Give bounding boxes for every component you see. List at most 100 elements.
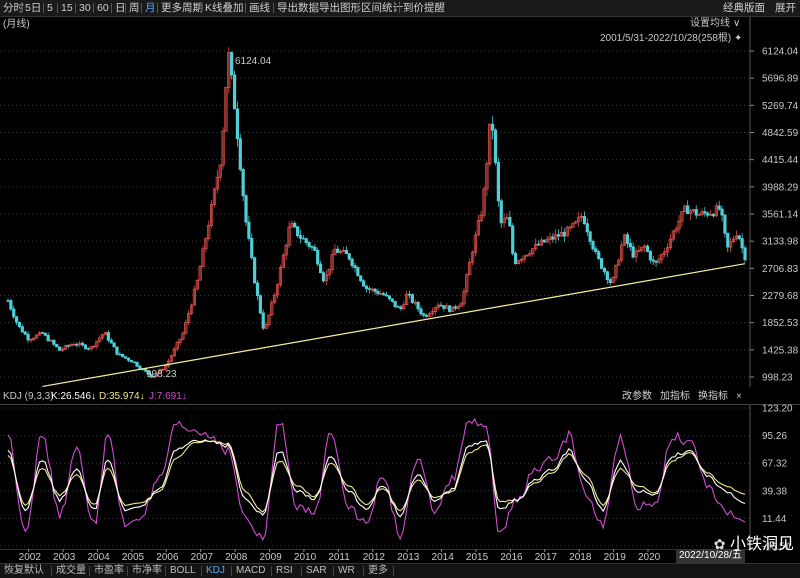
candlestick-chart[interactable]: 6124.04 5696.89 5269.74 4842.59 4415.44 3988.… bbox=[0, 17, 800, 387]
candle-body bbox=[146, 370, 151, 375]
candle-body bbox=[568, 226, 572, 229]
candle-body bbox=[132, 361, 136, 364]
kdj-d-value: D:35.974↓ bbox=[99, 391, 145, 402]
candle-body bbox=[585, 223, 589, 233]
candle-body bbox=[402, 304, 406, 310]
candle-body bbox=[579, 216, 584, 218]
toolbar-separator bbox=[43, 3, 44, 13]
candle-body bbox=[737, 235, 741, 240]
candle-body bbox=[201, 248, 205, 267]
toolbar-right-item-1[interactable]: 展开 bbox=[775, 2, 796, 14]
kdj-j-line bbox=[7, 417, 746, 542]
candle-body bbox=[270, 301, 274, 316]
candle-body bbox=[204, 238, 208, 250]
indicator-tab-2[interactable]: 市盈率 bbox=[94, 565, 124, 576]
candle-body bbox=[60, 348, 65, 351]
candle-body bbox=[485, 163, 489, 190]
toolbar-right-item-0[interactable]: 经典版面 bbox=[723, 2, 765, 14]
indicator-tab-6[interactable]: MACD bbox=[236, 565, 266, 576]
setting-ma-button[interactable]: 设置均线 bbox=[690, 17, 730, 29]
toolbar-item-11[interactable]: 画线 bbox=[249, 2, 270, 14]
add-indicator-button[interactable]: 加指标 bbox=[660, 391, 690, 402]
y-tick-label: 1852.53 bbox=[762, 318, 799, 329]
trend-line bbox=[42, 263, 746, 387]
toolbar-item-6[interactable]: 日 bbox=[115, 2, 126, 14]
toolbar-item-13[interactable]: 导出图形 bbox=[319, 2, 361, 14]
change-params-button[interactable]: 改参数 bbox=[622, 391, 652, 402]
y-tick-label: 4415.44 bbox=[762, 155, 799, 166]
indicator-tab-7[interactable]: RSI bbox=[276, 565, 293, 576]
candle-body bbox=[264, 324, 268, 329]
candle-body bbox=[350, 258, 354, 267]
candle-body bbox=[491, 123, 495, 131]
candle-body bbox=[384, 294, 389, 297]
toolbar-item-1[interactable]: 5日 bbox=[25, 2, 42, 14]
candle-body bbox=[121, 353, 125, 358]
candle-body bbox=[614, 264, 618, 278]
toolbar-item-8[interactable]: 月 bbox=[145, 2, 156, 14]
candle-body bbox=[422, 313, 426, 316]
indicator-tab-1[interactable]: 成交量 bbox=[56, 565, 86, 576]
candle-body bbox=[654, 260, 658, 263]
candle-body bbox=[700, 211, 704, 216]
candle-body bbox=[20, 326, 24, 333]
kdj-y-tick-label: -16.50 bbox=[762, 542, 791, 551]
candle-body bbox=[324, 274, 328, 282]
toolbar-item-4[interactable]: 30 bbox=[79, 2, 91, 14]
candle-body bbox=[284, 245, 288, 256]
toolbar-item-3[interactable]: 15 bbox=[61, 2, 73, 14]
indicator-tab-8[interactable]: SAR bbox=[306, 565, 327, 576]
candle-body bbox=[347, 253, 351, 260]
candle-body bbox=[327, 269, 331, 276]
candle-body bbox=[499, 200, 503, 224]
indicator-tab-5[interactable]: KDJ bbox=[206, 565, 225, 576]
toolbar-item-5[interactable]: 60 bbox=[97, 2, 109, 14]
indicator-tab-9[interactable]: WR bbox=[338, 565, 355, 576]
candle-body bbox=[539, 239, 543, 246]
candle-body bbox=[734, 235, 738, 240]
kdj-header: KDJ (9,3,3) K:26.546↓ D:35.974↓ J:7.691↓ bbox=[0, 390, 800, 404]
switch-indicator-button[interactable]: 换指标 bbox=[698, 391, 728, 402]
year-label: 2005 bbox=[122, 552, 145, 563]
close-indicator-icon[interactable]: × bbox=[736, 391, 742, 402]
toolbar-item-10[interactable]: K线叠加 bbox=[205, 2, 244, 14]
indicator-tab-4[interactable]: BOLL bbox=[170, 565, 196, 576]
candle-body bbox=[697, 214, 701, 216]
y-tick-label: 2279.68 bbox=[762, 291, 799, 302]
kdj-chart[interactable]: 123.20 95.26 67.32 39.38 11.44 -16.50 bbox=[0, 404, 800, 550]
candle-body bbox=[316, 249, 320, 265]
toolbar-item-9[interactable]: 更多周期 bbox=[161, 2, 203, 14]
candle-body bbox=[78, 342, 82, 346]
indicator-tab-0[interactable]: 恢复默认 bbox=[4, 565, 44, 576]
settings-chevron-icon[interactable]: ∨ bbox=[733, 18, 740, 29]
candle-body bbox=[677, 220, 681, 230]
toolbar-item-7[interactable]: 周 bbox=[129, 2, 140, 14]
candle-body bbox=[648, 251, 652, 261]
candle-body bbox=[668, 238, 673, 249]
candle-body bbox=[235, 108, 240, 140]
toolbar-item-0[interactable]: 分时 bbox=[3, 2, 24, 14]
candle-body bbox=[43, 333, 47, 336]
candle-body bbox=[267, 314, 271, 325]
candle-body bbox=[407, 293, 412, 296]
candle-body bbox=[212, 188, 217, 205]
y-tick-label: 1425.38 bbox=[762, 345, 799, 356]
candle-body bbox=[516, 260, 521, 264]
candle-body bbox=[215, 176, 219, 190]
toolbar-item-14[interactable]: 区间统计 bbox=[361, 2, 403, 14]
toolbar-item-12[interactable]: 导出数据 bbox=[277, 2, 319, 14]
candle-body bbox=[671, 230, 675, 240]
indicator-tab-3[interactable]: 市净率 bbox=[132, 565, 162, 576]
toolbar-item-15[interactable]: 到价提醒 bbox=[403, 2, 445, 14]
indicator-tab-10[interactable]: 更多 bbox=[368, 565, 388, 576]
toolbar-separator bbox=[125, 3, 126, 13]
candle-body bbox=[430, 311, 435, 315]
current-date-label: 2022/10/28/五 bbox=[676, 549, 745, 563]
toolbar-item-2[interactable]: 5 bbox=[47, 2, 53, 14]
candle-body bbox=[448, 305, 452, 313]
candle-body bbox=[536, 243, 541, 246]
pin-icon[interactable]: ✦ bbox=[734, 33, 742, 44]
indicator-tabs: 恢复默认 成交量 市盈率 市净率 BOLL KDJ MACD RSI SAR WR 更多 bbox=[0, 563, 800, 578]
candle-body bbox=[591, 241, 595, 250]
candle-body bbox=[577, 216, 581, 222]
